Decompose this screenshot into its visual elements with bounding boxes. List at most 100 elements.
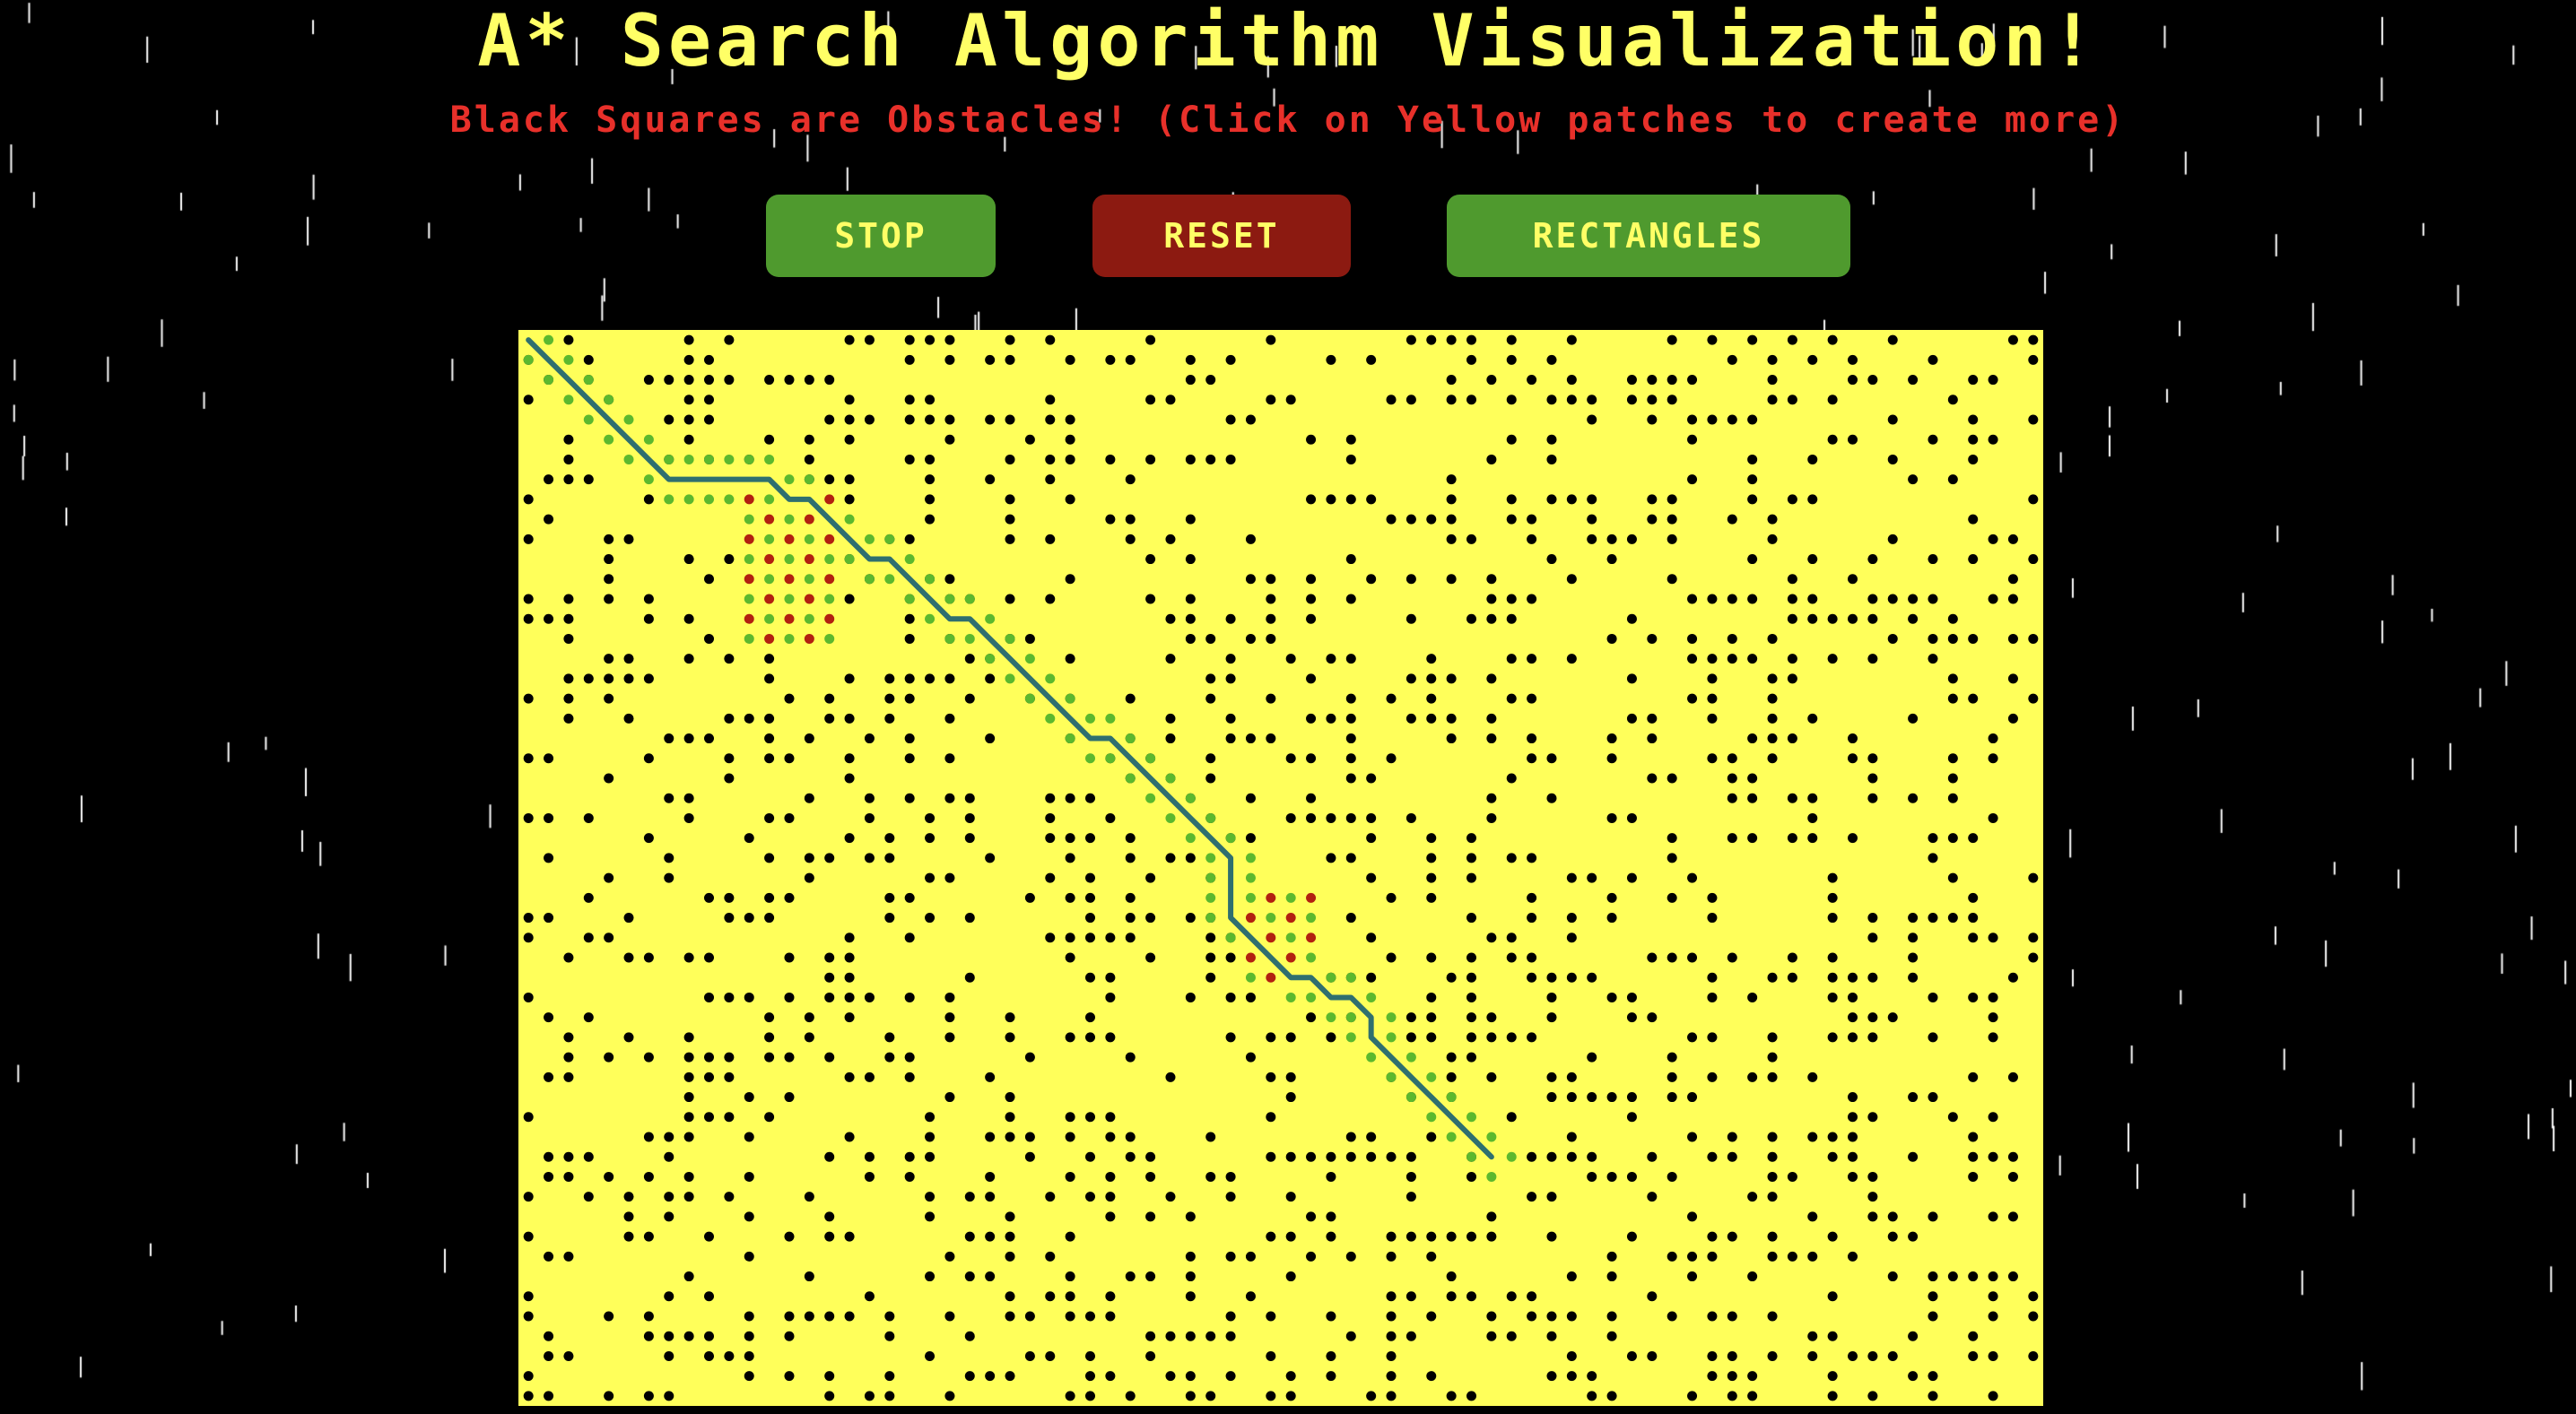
obstacle-cell: [884, 1032, 895, 1043]
obstacle-cell: [523, 693, 534, 704]
obstacle-cell: [1767, 534, 1778, 544]
obstacle-cell: [784, 952, 795, 963]
obstacle-cell: [1928, 1211, 1938, 1222]
obstacle-cell: [1747, 733, 1758, 744]
open-set-cell: [1165, 812, 1176, 823]
obstacle-cell: [623, 1211, 634, 1222]
search-grid[interactable]: [518, 330, 2043, 1406]
obstacle-cell: [1667, 514, 1677, 525]
obstacle-cell: [1546, 1192, 1557, 1202]
open-set-cell: [1085, 713, 1095, 724]
open-set-cell: [1105, 713, 1116, 724]
obstacle-cell: [964, 1271, 975, 1282]
obstacle-cell: [544, 1331, 554, 1341]
obstacle-cell: [1466, 972, 1476, 983]
obstacle-cell: [944, 1092, 955, 1103]
obstacle-cell: [844, 673, 855, 684]
obstacle-cell: [944, 753, 955, 764]
closed-set-cell: [1245, 892, 1256, 903]
obstacle-cell: [1145, 952, 1156, 963]
shortest-path: [526, 337, 1494, 1160]
open-set-cell: [1205, 892, 1216, 903]
obstacle-cell: [904, 1171, 915, 1182]
rectangles-button[interactable]: RECTANGLES: [1447, 195, 1850, 277]
obstacle-cell: [1848, 1151, 1858, 1162]
obstacle-cell: [1085, 1151, 1095, 1162]
closed-set-cell: [804, 633, 814, 644]
closed-set-cell: [824, 594, 835, 604]
obstacle-cell: [1285, 1151, 1296, 1162]
obstacle-cell: [523, 992, 534, 1002]
obstacle-cell: [1787, 1251, 1797, 1262]
obstacle-cell: [1747, 1371, 1758, 1382]
obstacle-cell: [1085, 1012, 1095, 1023]
obstacle-cell: [1687, 414, 1698, 425]
obstacle-cell: [1867, 554, 1878, 565]
obstacle-cell: [1546, 992, 1557, 1002]
obstacle-cell: [1405, 1032, 1416, 1043]
obstacle-cell: [1747, 773, 1758, 784]
closed-set-cell: [1245, 913, 1256, 924]
closed-set-cell: [804, 574, 814, 585]
obstacle-cell: [1446, 1071, 1457, 1082]
obstacle-cell: [1908, 1092, 1919, 1103]
obstacle-cell: [824, 853, 835, 863]
obstacle-cell: [1105, 1311, 1116, 1322]
obstacle-cell: [1005, 1112, 1015, 1123]
obstacle-cell: [1968, 1151, 1979, 1162]
stop-button[interactable]: STOP: [766, 195, 996, 277]
obstacle-cell: [1225, 414, 1236, 425]
obstacle-cell: [904, 1151, 915, 1162]
obstacle-cell: [2007, 1171, 2018, 1182]
obstacle-cell: [1566, 654, 1577, 664]
obstacle-cell: [964, 793, 975, 803]
obstacle-cell: [563, 693, 574, 704]
obstacle-cell: [1366, 872, 1377, 883]
obstacle-cell: [1928, 1092, 1938, 1103]
obstacle-cell: [1747, 414, 1758, 425]
obstacle-cell: [1827, 872, 1838, 883]
obstacle-cell: [985, 733, 996, 744]
obstacle-cell: [1205, 952, 1216, 963]
obstacle-cell: [1587, 534, 1597, 544]
obstacle-cell: [563, 594, 574, 604]
obstacle-cell: [604, 594, 614, 604]
closed-set-cell: [764, 494, 775, 505]
obstacle-cell: [1848, 1251, 1858, 1262]
obstacle-cell: [1024, 633, 1035, 644]
obstacle-cell: [1065, 654, 1075, 664]
obstacle-cell: [1647, 1012, 1658, 1023]
obstacle-cell: [1145, 1171, 1156, 1182]
obstacle-cell: [764, 713, 775, 724]
closed-set-cell: [824, 554, 835, 565]
obstacle-cell: [1306, 1012, 1317, 1023]
obstacle-cell: [925, 812, 936, 823]
reset-button[interactable]: RESET: [1092, 195, 1351, 277]
obstacle-cell: [1426, 1231, 1437, 1242]
obstacle-cell: [683, 375, 694, 386]
closed-set-cell: [764, 633, 775, 644]
obstacle-cell: [1908, 933, 1919, 943]
obstacle-cell: [1767, 1251, 1778, 1262]
obstacle-cell: [1827, 952, 1838, 963]
obstacle-cell: [1606, 913, 1617, 924]
obstacle-cell: [1405, 334, 1416, 345]
obstacle-cell: [563, 633, 574, 644]
obstacle-cell: [744, 1171, 754, 1182]
obstacle-cell: [904, 933, 915, 943]
obstacle-cell: [1787, 654, 1797, 664]
obstacle-cell: [1707, 1071, 1718, 1082]
open-set-cell: [1205, 913, 1216, 924]
obstacle-cell: [1405, 514, 1416, 525]
obstacle-cell: [784, 812, 795, 823]
obstacle-cell: [1947, 753, 1958, 764]
obstacle-cell: [1446, 574, 1457, 585]
obstacle-cell: [864, 1071, 875, 1082]
obstacle-cell: [1566, 1132, 1577, 1142]
obstacle-cell: [1386, 1311, 1397, 1322]
obstacle-cell: [1466, 1032, 1476, 1043]
obstacle-cell: [1848, 375, 1858, 386]
obstacle-cell: [1145, 1271, 1156, 1282]
obstacle-cell: [1486, 1231, 1497, 1242]
obstacle-cell: [1085, 1192, 1095, 1202]
